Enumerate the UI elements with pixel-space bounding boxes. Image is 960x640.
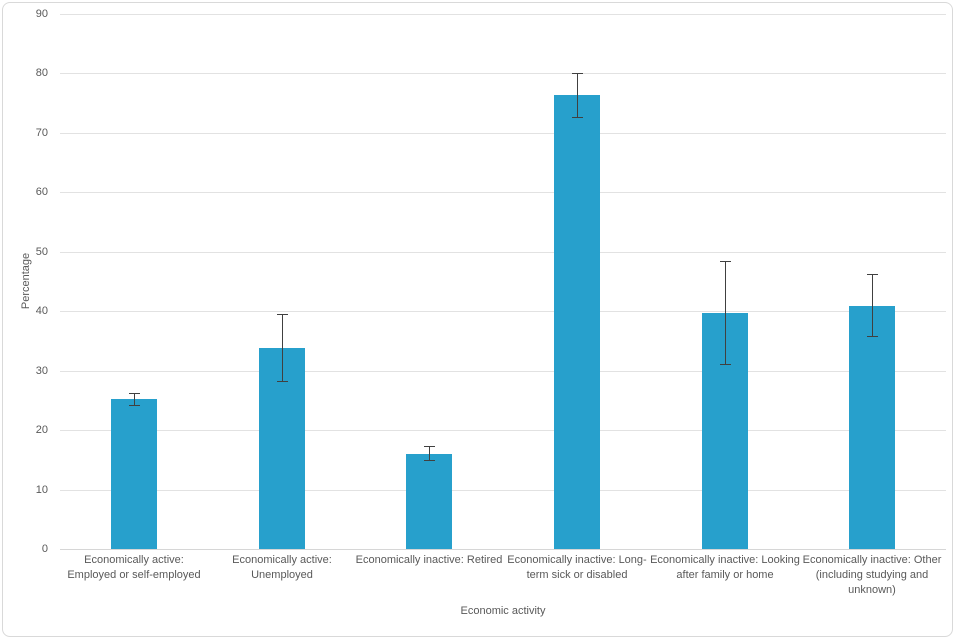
x-axis-category-label-line: Economically inactive: Other [802, 554, 942, 566]
gridline [60, 490, 946, 491]
x-axis-category-label: Economically inactive: Long-term sick or… [495, 553, 659, 583]
y-axis-tick-label: 0 [41, 543, 48, 555]
error-bar-cap-bottom [424, 460, 435, 461]
x-axis-category-label-line: term sick or disabled [526, 569, 628, 581]
bar [111, 399, 157, 549]
x-axis-category-label-line: Economically inactive: Long- [507, 554, 647, 566]
bar [406, 454, 452, 549]
x-axis-baseline [60, 549, 946, 550]
x-axis-category-label: Economically inactive: Retired [347, 553, 511, 568]
x-axis-title: Economic activity [460, 605, 546, 617]
gridline [60, 14, 946, 15]
gridline [60, 311, 946, 312]
gridline [60, 192, 946, 193]
error-bar-cap-top [277, 314, 288, 315]
x-axis-category-label: Economically inactive: Other (including s… [790, 553, 954, 598]
x-axis-category-label-line: Unemployed [251, 569, 313, 581]
gridline [60, 430, 946, 431]
error-bar-cap-top [867, 274, 878, 275]
gridline [60, 371, 946, 372]
y-axis-tick-label: 60 [35, 186, 48, 198]
gridline [60, 133, 946, 134]
y-axis-tick-label: 10 [35, 484, 48, 496]
error-bar [282, 314, 283, 381]
error-bar [577, 73, 578, 117]
error-bar-cap-bottom [129, 405, 140, 406]
gridline [60, 73, 946, 74]
x-axis-category-label-line: unknown) [848, 584, 896, 596]
x-axis-category-label-line: Employed or self-employed [67, 569, 201, 581]
x-axis-category-label-line: after family or home [676, 569, 774, 581]
x-axis-category-label: Economically active: Employed or self-emp… [52, 553, 216, 583]
y-axis-tick-label: 80 [35, 67, 48, 79]
error-bar-cap-bottom [572, 117, 583, 118]
error-bar [429, 446, 430, 460]
error-bar [725, 261, 726, 364]
error-bar [872, 274, 873, 336]
y-axis-tick-label: 70 [35, 127, 48, 139]
x-axis-category-label-line: Economically active: [84, 554, 184, 566]
y-axis-title: Percentage [20, 252, 32, 310]
x-axis-category-label-line: Economically active: [232, 554, 332, 566]
x-axis-category-label-line: (including studying and [815, 569, 929, 581]
bar [554, 95, 600, 549]
x-axis-category-label: Economically active: Unemployed [200, 553, 364, 583]
x-axis-category-label-line: Economically inactive: Looking [650, 554, 800, 566]
error-bar-cap-top [720, 261, 731, 262]
bar [849, 306, 895, 549]
y-axis-tick-label: 90 [35, 8, 48, 20]
error-bar-cap-top [424, 446, 435, 447]
y-axis-tick-label: 40 [35, 305, 48, 317]
error-bar-cap-bottom [277, 381, 288, 382]
error-bar-cap-top [129, 393, 140, 394]
x-axis-category-label: Economically inactive: Looking after fami… [643, 553, 807, 583]
x-axis-category-label-line: Economically inactive: Retired [355, 554, 503, 566]
error-bar-cap-bottom [867, 336, 878, 337]
y-axis-tick-label: 30 [35, 365, 48, 377]
error-bar-cap-bottom [720, 364, 731, 365]
y-axis-tick-label: 50 [35, 246, 48, 258]
gridline [60, 252, 946, 253]
error-bar-cap-top [572, 73, 583, 74]
error-bar [134, 393, 135, 405]
y-axis-tick-label: 20 [35, 424, 48, 436]
